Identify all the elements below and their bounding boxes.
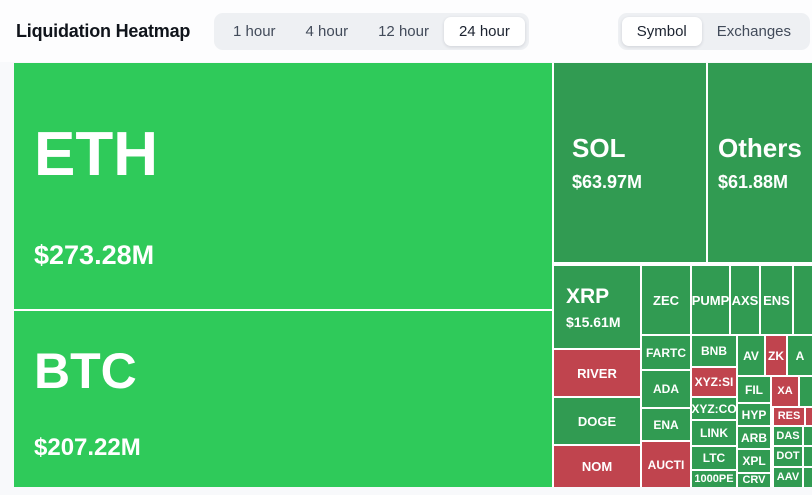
toggle-symbol[interactable]: Symbol [621,17,702,46]
tab-12-hour[interactable]: 12 hour [363,17,444,46]
treemap-block-clipped[interactable] [806,408,812,425]
treemap-block-xyz-si[interactable]: XYZ:SI [692,368,736,396]
treemap-block-link[interactable]: LINK [692,421,736,445]
treemap-block-pump[interactable]: PUMP [692,266,729,334]
treemap-block-clipped[interactable] [800,377,812,406]
treemap-block-others[interactable]: Others $61.88M [708,63,812,262]
treemap-block-arb[interactable]: ARB [738,427,770,448]
symbol-label: DOT [776,450,800,462]
treemap-block-clipped[interactable] [804,468,812,487]
page-header: Liquidation Heatmap 1 hour 4 hour 12 hou… [0,0,812,62]
treemap-block-ena[interactable]: ENA [642,409,690,440]
treemap-block-xa[interactable]: XA [772,377,798,406]
treemap-block-river[interactable]: RIVER [554,350,640,396]
treemap-block-1000pe[interactable]: 1000PE [692,471,736,487]
treemap-block-fartc[interactable]: FARTC [642,336,690,369]
tab-4-hour[interactable]: 4 hour [291,17,364,46]
symbol-label: ZEC [653,292,679,308]
treemap-block-axs[interactable]: AXS [731,266,759,334]
symbol-label: XPL [742,454,766,468]
liquidation-treemap: ETH $273.28M BTC $207.22M SOL $63.97M Ot… [14,63,812,487]
liquidation-value: $273.28M [34,239,155,270]
treemap-block-das[interactable]: DAS [774,427,802,445]
symbol-label: BNB [701,344,727,358]
symbol-label: HYP [741,407,767,422]
symbol-label: FARTC [646,345,686,360]
toggle-exchanges[interactable]: Exchanges [702,17,806,46]
treemap-block-a[interactable]: A [788,336,812,375]
treemap-block-hyp[interactable]: HYP [738,404,770,425]
symbol-label: BTC [34,343,137,399]
symbol-label: ARB [741,430,767,445]
symbol-label: NOM [581,459,613,474]
symbol-label: DOGE [577,413,617,429]
view-toggle: Symbol Exchanges [617,13,810,50]
symbol-label: XA [777,385,793,397]
treemap-block-zk[interactable]: ZK [766,336,786,375]
treemap-block-xrp[interactable]: XRP $15.61M [554,266,640,348]
treemap-block-clipped[interactable] [804,427,812,445]
symbol-label: ENA [653,417,679,432]
time-range-tabs: 1 hour 4 hour 12 hour 24 hour [214,13,529,50]
liquidation-value: $61.88M [718,171,789,192]
symbol-label: PUMP [692,292,729,308]
symbol-label: CRV [742,474,766,486]
treemap-block-ada[interactable]: ADA [642,371,690,407]
treemap-block-doge[interactable]: DOGE [554,398,640,444]
symbol-label: RES [777,410,801,422]
liquidation-value: $15.61M [566,313,621,330]
symbol-label: AV [743,348,759,363]
symbol-label: XRP [566,284,610,308]
symbol-label: 1000PE [694,472,734,485]
treemap-block-eth[interactable]: ETH $273.28M [14,63,552,309]
symbol-label: LTC [702,451,726,465]
symbol-label: RIVER [577,365,617,381]
symbol-label: FIL [745,382,763,397]
treemap-block-dot[interactable]: DOT [774,447,802,466]
page-title: Liquidation Heatmap [16,21,191,41]
treemap-block-btc[interactable]: BTC $207.22M [14,311,552,487]
symbol-label: XYZ:CO [692,401,736,416]
symbol-label: XYZ:SI [694,375,734,389]
symbol-label: LINK [700,426,728,440]
treemap-block-xpl[interactable]: XPL [738,450,770,472]
symbol-label: AXS [731,292,759,308]
treemap-block-nom[interactable]: NOM [554,446,640,487]
treemap-block-bnb[interactable]: BNB [692,336,736,366]
liquidation-value: $207.22M [34,434,141,461]
treemap-block-ltc[interactable]: LTC [692,447,736,469]
symbol-label: ETH [34,119,158,189]
symbol-label: ENS [763,292,790,308]
treemap-block-res[interactable]: RES [774,408,804,425]
symbol-label: SOL [572,132,626,163]
liquidation-value: $63.97M [572,171,643,192]
symbol-label: DAS [776,429,800,442]
treemap-block-xyz-co[interactable]: XYZ:CO [692,398,736,419]
tab-24-hour[interactable]: 24 hour [443,17,525,46]
treemap-block-crv[interactable]: CRV [738,474,770,487]
treemap-block-av[interactable]: AV [738,336,764,375]
symbol-label: Others [718,132,802,163]
treemap-block-sol[interactable]: SOL $63.97M [554,63,706,262]
symbol-label: A [795,348,805,363]
tab-1-hour[interactable]: 1 hour [218,17,291,46]
symbol-label: AAV [776,471,800,483]
symbol-label: ZK [768,348,784,363]
symbol-label: ADA [653,382,679,396]
treemap-block-ens[interactable]: ENS [761,266,792,334]
treemap-block-fil[interactable]: FIL [738,377,770,402]
treemap-block-aucti[interactable]: AUCTI [642,442,690,487]
treemap-block-clipped[interactable] [804,447,812,466]
treemap-block-clipped[interactable] [794,266,812,334]
treemap-block-aav[interactable]: AAV [774,468,802,487]
symbol-label: AUCTI [647,457,685,472]
treemap-block-zec[interactable]: ZEC [642,266,690,334]
